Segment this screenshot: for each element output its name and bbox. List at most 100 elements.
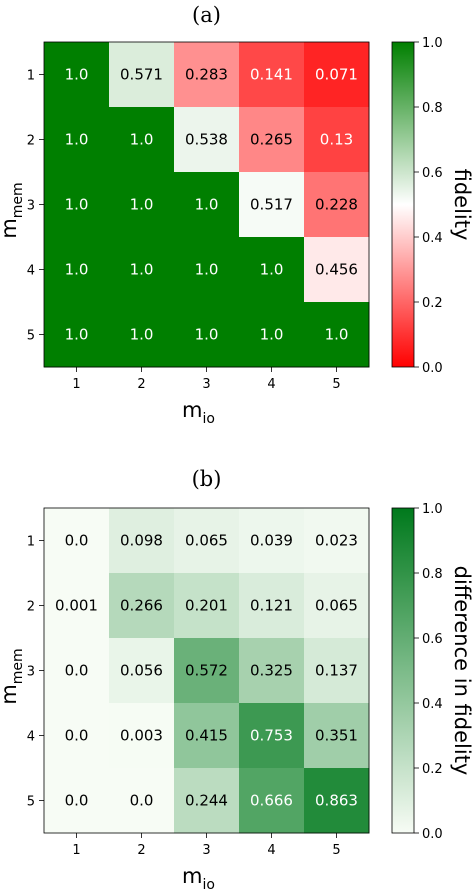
x-axis-label: mio	[182, 398, 215, 427]
y-tick-label: 1	[27, 69, 35, 84]
heatmap-cell	[239, 703, 305, 769]
svg-text:fidelity: fidelity	[450, 169, 474, 241]
cell-value-label: 0.137	[315, 662, 358, 680]
y-tick-label: 4	[27, 730, 35, 745]
cell-value-label: 0.0	[65, 792, 89, 810]
cell-value-label: 0.863	[315, 792, 358, 810]
x-axis-label: mio	[182, 864, 215, 889]
heatmap-cell	[239, 768, 305, 834]
y-tick-label: 2	[27, 600, 35, 615]
heatmap-cell	[109, 42, 175, 108]
heatmap-panel-a: (a) 1.0 0.571 0.283 0.141 0.071 1.0 1.0 0.538 0.2…	[0, 3, 474, 427]
cell-value-label: 0.141	[250, 66, 293, 84]
cell-value-label: 1.0	[130, 131, 154, 149]
x-tick-label: 1	[72, 377, 80, 392]
cell-value-label: 0.001	[55, 597, 98, 615]
heatmap-cell	[109, 508, 175, 574]
cell-value-label: 0.325	[250, 662, 293, 680]
cell-value-label: 0.0	[130, 792, 154, 810]
heatmap-cell	[174, 172, 240, 238]
y-tick-label: 4	[27, 264, 35, 279]
svg-text:mmem: mmem	[0, 182, 26, 238]
cell-value-label: 0.351	[315, 727, 358, 745]
cell-value-label: 0.266	[120, 597, 163, 615]
heatmap-cell	[174, 107, 240, 173]
y-axis-label: mmem	[0, 182, 26, 238]
heatmap-cell	[304, 107, 370, 173]
heatmap-cell	[174, 703, 240, 769]
colorbar-label: difference in fidelity	[450, 566, 474, 776]
svg-text:difference in fidelity: difference in fidelity	[450, 566, 474, 776]
heatmap-cell	[109, 703, 175, 769]
panel-label: (a)	[192, 3, 221, 27]
cell-value-label: 1.0	[65, 131, 89, 149]
heatmap-cell	[174, 237, 240, 303]
x-tick-label: 2	[137, 843, 145, 858]
heatmap-cell	[239, 573, 305, 639]
heatmap-cell	[304, 638, 370, 704]
heatmap-cell	[304, 172, 370, 238]
colorbar-tick-label: 1.0	[422, 502, 443, 517]
heatmap-cell	[304, 237, 370, 303]
colorbar-tick-label: 0.8	[422, 567, 443, 582]
colorbar-tick-label: 0.0	[422, 827, 443, 842]
heatmap-cell	[44, 638, 110, 704]
cell-value-label: 1.0	[260, 326, 284, 344]
y-tick-label: 5	[27, 329, 35, 344]
heatmap-cell	[109, 638, 175, 704]
heatmap-cell	[174, 768, 240, 834]
heatmap-cell	[304, 302, 370, 368]
y-tick-label: 5	[27, 795, 35, 810]
colorbar-label: fidelity	[450, 169, 474, 241]
x-tick-label: 4	[267, 377, 275, 392]
cell-value-label: 0.572	[185, 662, 228, 680]
cell-value-label: 1.0	[130, 261, 154, 279]
cell-value-label: 1.0	[130, 326, 154, 344]
cell-value-label: 1.0	[130, 196, 154, 214]
cell-value-label: 1.0	[325, 326, 349, 344]
cell-value-label: 0.071	[315, 66, 358, 84]
heatmap-cell	[44, 172, 110, 238]
heatmap-cell	[304, 573, 370, 639]
cell-value-label: 0.003	[120, 727, 163, 745]
heatmap-cell	[109, 172, 175, 238]
cell-value-label: 0.571	[120, 66, 163, 84]
heatmap-cell	[239, 638, 305, 704]
heatmap-cell	[174, 42, 240, 108]
heatmap-cell	[304, 703, 370, 769]
heatmap-cell	[109, 302, 175, 368]
panel-label: (b)	[192, 467, 222, 491]
colorbar-tick-label: 0.0	[422, 361, 443, 376]
cell-value-label: 0.065	[315, 597, 358, 615]
heatmap-cell	[174, 508, 240, 574]
heatmap-cell	[44, 107, 110, 173]
cell-value-label: 1.0	[260, 261, 284, 279]
colorbar-tick-label: 0.2	[422, 296, 443, 311]
cell-value-label: 0.753	[250, 727, 293, 745]
cell-value-label: 1.0	[65, 326, 89, 344]
x-tick-label: 3	[202, 377, 210, 392]
heatmap-cell	[44, 302, 110, 368]
cell-value-label: 0.265	[250, 131, 293, 149]
cell-value-label: 0.228	[315, 196, 358, 214]
cell-value-label: 1.0	[195, 261, 219, 279]
heatmap-cell	[174, 302, 240, 368]
cell-value-label: 0.121	[250, 597, 293, 615]
heatmap-cell	[239, 302, 305, 368]
cell-value-label: 0.039	[250, 532, 293, 550]
cell-value-label: 0.517	[250, 196, 293, 214]
heatmap-cell	[239, 107, 305, 173]
heatmap-cell	[239, 237, 305, 303]
cell-value-label: 0.538	[185, 131, 228, 149]
heatmap-cell	[44, 768, 110, 834]
x-tick-label: 5	[332, 843, 340, 858]
cell-value-label: 0.283	[185, 66, 228, 84]
colorbar-tick-label: 1.0	[422, 36, 443, 51]
cell-value-label: 0.065	[185, 532, 228, 550]
y-tick-label: 3	[27, 665, 35, 680]
colorbar-tick-label: 0.4	[422, 231, 443, 246]
heatmap-cell	[174, 638, 240, 704]
colorbar	[391, 41, 415, 368]
cell-value-label: 0.056	[120, 662, 163, 680]
